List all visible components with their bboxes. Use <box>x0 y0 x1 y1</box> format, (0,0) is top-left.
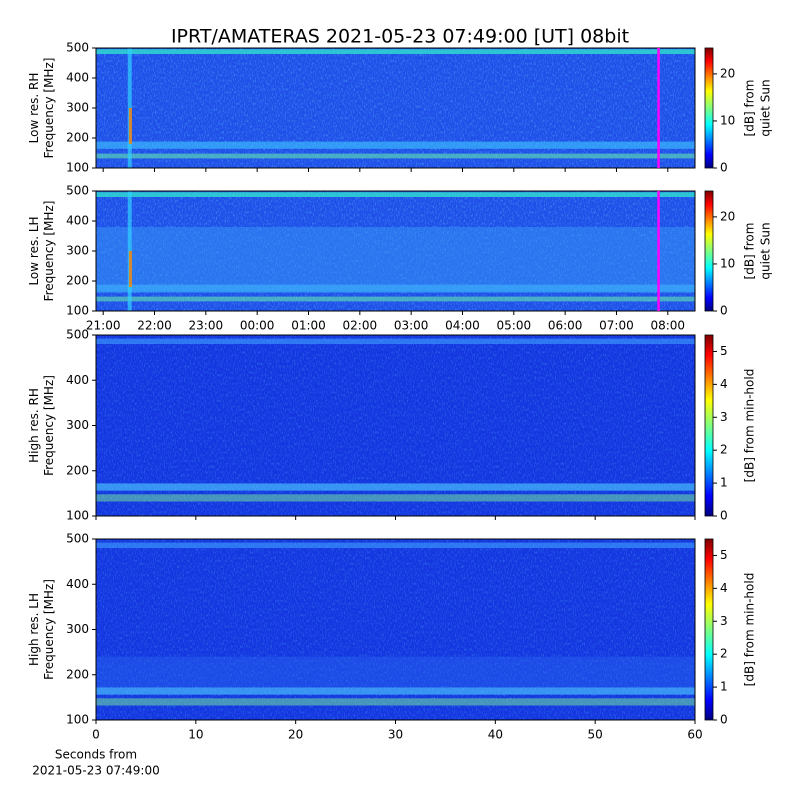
emission-band <box>96 698 695 706</box>
y-axis-label: Low res. RH <box>27 73 41 144</box>
figure-title: IPRT/AMATERAS 2021-05-23 07:49:00 [UT] 0… <box>171 26 629 48</box>
x-tick-label: 21:00 <box>86 319 121 333</box>
x-axis-label: 2021-05-23 07:49:00 <box>32 764 159 778</box>
y-axis-label: Frequency [MHz] <box>42 375 56 476</box>
y-axis-label: High res. LH <box>27 593 41 666</box>
y-axis-label: High res. RH <box>27 388 41 463</box>
emission-band <box>96 296 695 302</box>
y-axis-label: Frequency [MHz] <box>42 201 56 302</box>
y-tick-label: 300 <box>66 244 89 258</box>
colorbar-label: quiet Sun <box>759 79 773 136</box>
emission-band <box>96 494 695 502</box>
colorbar-label: [dB] from min-hold <box>743 573 757 687</box>
y-tick-label: 300 <box>66 418 89 432</box>
x-tick-label: 04:00 <box>445 319 480 333</box>
emission-band <box>96 542 695 549</box>
burst <box>128 108 132 144</box>
colorbar-tick-label: 2 <box>720 443 728 457</box>
y-tick-label: 500 <box>66 532 89 546</box>
colorbar-label: [dB] from min-hold <box>743 369 757 483</box>
emission-band <box>96 141 695 149</box>
y-tick-label: 200 <box>66 274 89 288</box>
colorbar-tick-label: 0 <box>720 509 728 523</box>
emission-band <box>96 687 695 695</box>
y-tick-label: 500 <box>66 184 89 198</box>
y-tick-label: 200 <box>66 667 89 681</box>
emission-band <box>96 656 695 688</box>
emission-band <box>96 153 695 159</box>
x-tick-label: 06:00 <box>548 319 583 333</box>
colorbar-label: [dB] from <box>743 223 757 280</box>
colorbar-tick-label: 10 <box>720 113 735 127</box>
y-tick-label: 500 <box>66 328 89 342</box>
emission-band <box>96 284 695 292</box>
colorbar-tick-label: 0 <box>720 304 728 318</box>
x-tick-label: 05:00 <box>497 319 532 333</box>
x-axis-label: Seconds from <box>55 748 137 762</box>
x-tick-label: 02:00 <box>343 319 378 333</box>
colorbar-tick-label: 2 <box>720 647 728 661</box>
y-tick-label: 100 <box>66 509 89 523</box>
x-tick-label: 01:00 <box>291 319 326 333</box>
y-axis-label: Frequency [MHz] <box>42 579 56 680</box>
colorbar <box>704 47 714 169</box>
emission-band <box>96 192 695 197</box>
colorbar-tick-label: 5 <box>720 548 728 562</box>
colorbar-tick-label: 3 <box>720 410 728 424</box>
y-tick-label: 100 <box>66 161 89 175</box>
spectrogram-noise <box>96 48 695 168</box>
emission-band <box>96 49 695 54</box>
y-tick-label: 300 <box>66 101 89 115</box>
x-tick-label: 08:00 <box>650 319 685 333</box>
x-tick-label: 10 <box>188 728 203 742</box>
emission-band <box>96 338 695 345</box>
x-tick-label: 40 <box>488 728 503 742</box>
colorbar <box>704 334 714 517</box>
colorbar-tick-label: 5 <box>720 344 728 358</box>
x-tick-label: 00:00 <box>240 319 275 333</box>
x-tick-label: 30 <box>388 728 403 742</box>
colorbar-tick-label: 10 <box>720 256 735 270</box>
colorbar-label: [dB] from <box>743 80 757 137</box>
colorbar-tick-label: 1 <box>720 680 728 694</box>
y-tick-label: 400 <box>66 214 89 228</box>
y-axis-label: Frequency [MHz] <box>42 58 56 159</box>
x-tick-label: 03:00 <box>394 319 429 333</box>
colorbar-tick-label: 20 <box>720 66 735 80</box>
y-tick-label: 200 <box>66 131 89 145</box>
x-tick-label: 50 <box>588 728 603 742</box>
emission-band <box>96 227 695 293</box>
colorbar-tick-label: 4 <box>720 581 728 595</box>
x-tick-label: 20 <box>288 728 303 742</box>
colorbar <box>704 190 714 312</box>
y-tick-label: 300 <box>66 622 89 636</box>
colorbar-label: quiet Sun <box>759 222 773 279</box>
colorbar-tick-label: 20 <box>720 209 735 223</box>
x-tick-label: 22:00 <box>137 319 172 333</box>
colorbar <box>704 538 714 721</box>
emission-band <box>96 483 695 491</box>
x-tick-label: 60 <box>687 728 702 742</box>
y-tick-label: 400 <box>66 577 89 591</box>
colorbar-tick-label: 3 <box>720 614 728 628</box>
x-tick-label: 0 <box>92 728 100 742</box>
y-tick-label: 400 <box>66 71 89 85</box>
colorbar-tick-label: 0 <box>720 161 728 175</box>
y-axis-label: Low res. LH <box>27 216 41 285</box>
y-tick-label: 100 <box>66 304 89 318</box>
x-tick-label: 23:00 <box>189 319 224 333</box>
y-tick-label: 200 <box>66 463 89 477</box>
y-tick-label: 400 <box>66 373 89 387</box>
colorbar-tick-label: 1 <box>720 476 728 490</box>
burst <box>128 251 132 287</box>
x-tick-label: 07:00 <box>599 319 634 333</box>
colorbar-tick-label: 0 <box>720 713 728 727</box>
colorbar-tick-label: 4 <box>720 377 728 391</box>
y-tick-label: 100 <box>66 713 89 727</box>
y-tick-label: 500 <box>66 41 89 55</box>
